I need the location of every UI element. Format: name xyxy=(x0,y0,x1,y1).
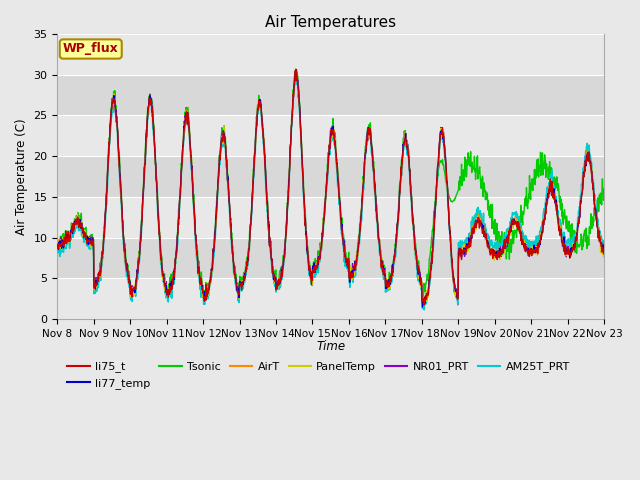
Title: Air Temperatures: Air Temperatures xyxy=(265,15,396,30)
Tsonic xyxy=(292,66,300,72)
AirT xyxy=(162,285,170,290)
Line: AirT: AirT xyxy=(58,71,604,304)
NR01_PRT xyxy=(416,278,424,284)
Bar xyxy=(58,238,604,278)
AirT xyxy=(536,237,543,242)
AM25T_PRT xyxy=(175,222,183,228)
li75_t xyxy=(292,67,300,73)
NR01_PRT xyxy=(162,288,170,294)
li75_t xyxy=(236,282,244,288)
Tsonic xyxy=(236,284,244,289)
li77_temp xyxy=(419,304,426,310)
li77_temp xyxy=(236,283,244,288)
Line: AM25T_PRT: AM25T_PRT xyxy=(58,76,604,310)
Line: li77_temp: li77_temp xyxy=(58,70,604,307)
li77_temp xyxy=(416,278,424,284)
AirT xyxy=(419,301,426,307)
PanelTemp xyxy=(54,238,61,244)
Legend: li75_t, li77_temp, Tsonic, AirT, PanelTemp, NR01_PRT, AM25T_PRT: li75_t, li77_temp, Tsonic, AirT, PanelTe… xyxy=(63,357,575,393)
Bar xyxy=(58,197,604,238)
Tsonic xyxy=(416,268,424,274)
AM25T_PRT xyxy=(162,293,170,299)
li75_t xyxy=(54,243,61,249)
PanelTemp xyxy=(600,247,608,252)
li77_temp xyxy=(600,241,608,247)
Tsonic xyxy=(175,212,183,217)
Line: PanelTemp: PanelTemp xyxy=(58,73,604,306)
li75_t xyxy=(416,272,424,278)
li77_temp xyxy=(162,286,170,292)
Line: li75_t: li75_t xyxy=(58,70,604,305)
li75_t xyxy=(175,211,183,216)
li77_temp xyxy=(536,240,543,246)
PanelTemp xyxy=(416,276,424,282)
AirT xyxy=(54,240,61,245)
AirT xyxy=(236,280,244,286)
Bar xyxy=(58,34,604,75)
Bar xyxy=(58,75,604,115)
li77_temp xyxy=(292,67,300,72)
NR01_PRT xyxy=(54,242,61,248)
NR01_PRT xyxy=(488,246,495,252)
AirT xyxy=(291,68,299,74)
PanelTemp xyxy=(162,290,170,296)
NR01_PRT xyxy=(175,208,183,214)
AM25T_PRT xyxy=(416,280,424,286)
AM25T_PRT xyxy=(54,246,61,252)
Text: WP_flux: WP_flux xyxy=(63,43,118,56)
NR01_PRT xyxy=(536,236,543,242)
AirT xyxy=(488,249,495,255)
PanelTemp xyxy=(291,70,299,76)
Y-axis label: Air Temperature (C): Air Temperature (C) xyxy=(15,118,28,235)
Tsonic xyxy=(54,239,61,245)
AirT xyxy=(600,243,608,249)
li75_t xyxy=(162,288,170,294)
Line: Tsonic: Tsonic xyxy=(58,69,604,302)
li75_t xyxy=(536,238,543,243)
NR01_PRT xyxy=(236,279,244,285)
li77_temp xyxy=(175,216,183,221)
PanelTemp xyxy=(175,216,183,222)
PanelTemp xyxy=(418,303,426,309)
li75_t xyxy=(600,247,608,252)
li77_temp xyxy=(488,250,495,255)
Tsonic xyxy=(488,212,495,217)
Line: NR01_PRT: NR01_PRT xyxy=(58,71,604,305)
AM25T_PRT xyxy=(420,307,428,312)
Tsonic xyxy=(600,186,608,192)
AM25T_PRT xyxy=(236,285,244,290)
AM25T_PRT xyxy=(291,73,299,79)
Bar xyxy=(58,278,604,319)
Tsonic xyxy=(536,168,543,174)
li77_temp xyxy=(54,245,61,251)
li75_t xyxy=(488,247,495,252)
PanelTemp xyxy=(536,240,543,246)
AM25T_PRT xyxy=(488,237,495,243)
Bar xyxy=(58,156,604,197)
AM25T_PRT xyxy=(536,228,543,234)
AM25T_PRT xyxy=(600,238,608,244)
Bar xyxy=(58,115,604,156)
NR01_PRT xyxy=(454,302,461,308)
PanelTemp xyxy=(236,279,244,285)
NR01_PRT xyxy=(292,68,300,73)
li75_t xyxy=(420,302,428,308)
AirT xyxy=(175,210,183,216)
Tsonic xyxy=(419,299,426,305)
NR01_PRT xyxy=(600,240,608,246)
X-axis label: Time: Time xyxy=(316,340,345,353)
AirT xyxy=(416,273,424,279)
PanelTemp xyxy=(488,252,495,258)
Tsonic xyxy=(162,282,170,288)
